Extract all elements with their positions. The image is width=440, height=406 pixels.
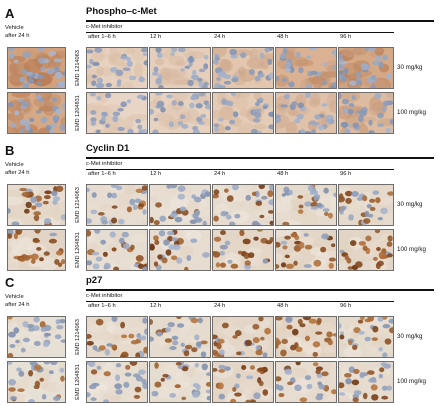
vehicle-micrograph bbox=[7, 361, 66, 403]
title-rule bbox=[86, 20, 434, 22]
vehicle-label: after 24 h bbox=[5, 33, 30, 39]
dose-label: 100 mg/kg bbox=[397, 246, 426, 253]
drug-label: EMD 1204831 bbox=[73, 229, 83, 271]
panel-label: B bbox=[5, 143, 15, 158]
timepoint-label: 48 h bbox=[277, 34, 289, 40]
dose-label: 30 mg/kg bbox=[397, 64, 423, 71]
micrograph-tile bbox=[149, 47, 211, 89]
vehicle-label: Vehicle bbox=[5, 294, 24, 300]
drug-label: EMD 1204831 bbox=[73, 361, 83, 403]
timepoint-label: 48 h bbox=[277, 171, 289, 177]
micrograph-tile bbox=[86, 92, 148, 134]
micrograph-tile bbox=[212, 47, 274, 89]
micrograph-tile bbox=[86, 316, 148, 358]
drug-label: EMD 1214063 bbox=[73, 47, 83, 89]
micrograph-tile bbox=[149, 184, 211, 226]
vehicle-label: after 24 h bbox=[5, 302, 30, 308]
micrograph-tile bbox=[212, 316, 274, 358]
micrograph-tile bbox=[149, 229, 211, 271]
timepoint-label: 24 h bbox=[214, 303, 226, 309]
micrograph-tile bbox=[338, 47, 394, 89]
title-rule bbox=[86, 157, 434, 159]
micrograph-tile bbox=[275, 47, 337, 89]
micrograph-tile bbox=[86, 229, 148, 271]
drug-label-text: EMD 1204831 bbox=[75, 95, 81, 131]
panel-title: Cyclin D1 bbox=[86, 143, 130, 154]
timepoint-label: 12 h bbox=[150, 303, 162, 309]
vehicle-micrograph bbox=[7, 92, 66, 134]
timepoint-label: 24 h bbox=[214, 34, 226, 40]
vehicle-label: after 24 h bbox=[5, 170, 30, 176]
timepoint-label: after 1–6 h bbox=[88, 34, 116, 40]
panel-label: C bbox=[5, 275, 15, 290]
inhibitor-rule bbox=[86, 169, 394, 170]
micrograph-tile bbox=[149, 361, 211, 403]
micrograph-tile bbox=[212, 184, 274, 226]
micrograph-tile bbox=[212, 361, 274, 403]
inhibitor-label: c-Met inhibitor bbox=[86, 293, 123, 299]
timepoint-label: 12 h bbox=[150, 34, 162, 40]
dose-label: 30 mg/kg bbox=[397, 333, 423, 340]
inhibitor-label: c-Met inhibitor bbox=[86, 161, 123, 167]
drug-label: EMD 1204831 bbox=[73, 92, 83, 134]
dose-label: 100 mg/kg bbox=[397, 109, 426, 116]
micrograph-tile bbox=[338, 361, 394, 403]
vehicle-micrograph bbox=[7, 47, 66, 89]
figure-panel-b: B Cyclin D1 Vehicle after 24 h c-Met inhibit… bbox=[0, 140, 440, 272]
drug-label-text: EMD 1204831 bbox=[75, 232, 81, 268]
micrograph-tile bbox=[149, 316, 211, 358]
timepoint-label: 96 h bbox=[340, 171, 352, 177]
timepoint-label: after 1–6 h bbox=[88, 171, 116, 177]
drug-label: EMD 1214063 bbox=[73, 316, 83, 358]
timepoint-label: 12 h bbox=[150, 171, 162, 177]
panel-label: A bbox=[5, 6, 15, 21]
inhibitor-rule bbox=[86, 32, 394, 33]
panel-title: Phospho–c-Met bbox=[86, 6, 157, 17]
micrograph-tile bbox=[86, 361, 148, 403]
vehicle-micrograph bbox=[7, 229, 66, 271]
title-rule bbox=[86, 289, 434, 291]
inhibitor-rule bbox=[86, 301, 394, 302]
micrograph-tile bbox=[338, 92, 394, 134]
micrograph-tile bbox=[275, 316, 337, 358]
dose-label: 100 mg/kg bbox=[397, 378, 426, 385]
drug-label-text: EMD 1214063 bbox=[75, 187, 81, 223]
vehicle-micrograph bbox=[7, 184, 66, 226]
micrograph-tile bbox=[275, 361, 337, 403]
drug-label-text: EMD 1214063 bbox=[75, 319, 81, 355]
vehicle-label: Vehicle bbox=[5, 25, 24, 31]
vehicle-micrograph bbox=[7, 316, 66, 358]
micrograph-tile bbox=[275, 92, 337, 134]
micrograph-tile bbox=[338, 229, 394, 271]
micrograph-tile bbox=[149, 92, 211, 134]
timepoint-label: 96 h bbox=[340, 34, 352, 40]
micrograph-tile bbox=[212, 229, 274, 271]
micrograph-tile bbox=[338, 184, 394, 226]
micrograph-tile bbox=[212, 92, 274, 134]
timepoint-label: after 1–6 h bbox=[88, 303, 116, 309]
timepoint-label: 48 h bbox=[277, 303, 289, 309]
panel-title: p27 bbox=[86, 275, 103, 286]
dose-label: 30 mg/kg bbox=[397, 201, 423, 208]
micrograph-tile bbox=[275, 229, 337, 271]
micrograph-tile bbox=[338, 316, 394, 358]
micrograph-tile bbox=[86, 184, 148, 226]
drug-label-text: EMD 1204831 bbox=[75, 364, 81, 400]
micrograph-tile bbox=[275, 184, 337, 226]
timepoint-label: 24 h bbox=[214, 171, 226, 177]
micrograph-tile bbox=[86, 47, 148, 89]
figure-panel-a: A Phospho–c-Met Vehicle after 24 h c-Met inh… bbox=[0, 3, 440, 135]
timepoint-label: 96 h bbox=[340, 303, 352, 309]
vehicle-label: Vehicle bbox=[5, 162, 24, 168]
inhibitor-label: c-Met inhibitor bbox=[86, 24, 123, 30]
drug-label: EMD 1214063 bbox=[73, 184, 83, 226]
drug-label-text: EMD 1214063 bbox=[75, 50, 81, 86]
